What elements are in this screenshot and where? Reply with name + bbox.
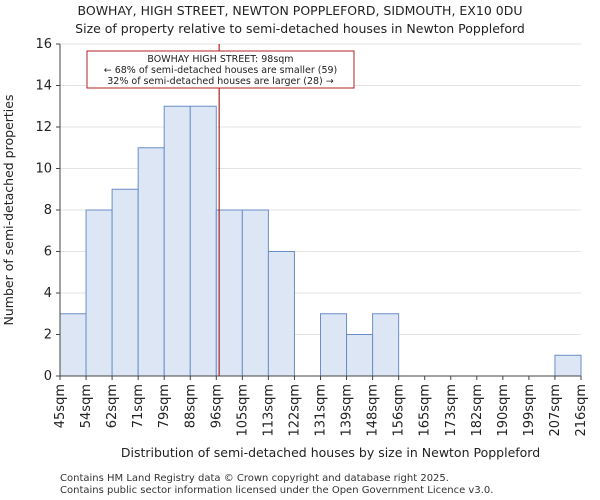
x-tick-label: 45sqm <box>53 384 68 428</box>
x-tick-label: 182sqm <box>470 384 485 437</box>
x-tick-label: 54sqm <box>79 384 94 428</box>
annotation-larger: 32% of semi-detached houses are larger (… <box>107 76 334 87</box>
histogram-bar <box>320 313 348 377</box>
histogram-bar <box>346 334 374 377</box>
histogram-bar <box>215 209 243 377</box>
x-tick-label: 199sqm <box>522 384 537 437</box>
y-tick-label: 14 <box>35 79 52 94</box>
annotation-box <box>86 50 355 89</box>
x-tick-label: 62sqm <box>105 384 120 428</box>
y-tick-label: 8 <box>44 203 52 218</box>
x-tick-label: 122sqm <box>287 384 302 437</box>
x-tick-label: 139sqm <box>340 384 355 437</box>
chart-title: BOWHAY, HIGH STREET, NEWTON POPPLEFORD, … <box>77 3 523 18</box>
x-tick-label: 216sqm <box>574 384 589 437</box>
x-tick-label: 156sqm <box>392 384 407 437</box>
x-tick-label: 88sqm <box>183 384 198 428</box>
histogram-bar <box>137 147 165 377</box>
histogram-bar <box>85 209 113 377</box>
histogram-bar <box>59 313 87 377</box>
histogram-bar <box>111 188 139 377</box>
histogram-bar <box>267 251 295 377</box>
x-tick-label: 71sqm <box>131 384 146 428</box>
histogram-bar <box>372 313 400 377</box>
x-tick-label: 165sqm <box>418 384 433 437</box>
x-tick-label: 173sqm <box>444 384 459 437</box>
y-tick-label: 12 <box>35 120 52 135</box>
histogram-bar <box>189 105 217 377</box>
annotation-smaller: ← 68% of semi-detached houses are smalle… <box>104 65 338 76</box>
histogram-bar <box>241 209 269 377</box>
x-tick-label: 148sqm <box>366 384 381 437</box>
y-tick-label: 0 <box>44 369 52 384</box>
x-tick-label: 96sqm <box>209 384 224 428</box>
x-tick-label: 113sqm <box>261 384 276 437</box>
y-tick-label: 10 <box>35 162 52 177</box>
footer-copyright: Contains HM Land Registry data © Crown c… <box>60 473 449 484</box>
footer-licence: Contains public sector information licen… <box>60 485 494 496</box>
chart-subtitle: Size of property relative to semi-detach… <box>75 21 525 36</box>
y-tick-label: 2 <box>44 328 52 343</box>
y-tick-label: 16 <box>35 37 52 52</box>
x-tick-label: 79sqm <box>157 384 172 428</box>
y-tick-label: 6 <box>44 245 52 260</box>
y-axis-title: Number of semi-detached properties <box>1 95 16 326</box>
x-tick-label: 105sqm <box>235 384 250 437</box>
x-tick-label: 207sqm <box>548 384 563 437</box>
y-tick-label: 4 <box>44 286 52 301</box>
x-axis-title: Distribution of semi-detached houses by … <box>121 445 540 460</box>
histogram-bar <box>554 354 582 377</box>
histogram-bar <box>163 105 191 377</box>
histogram-chart: 0 2 4 6 8 10 12 14 16 45sqm 54sqm 62sqm 71sqm 79sqm 88… <box>1 37 589 460</box>
x-tick-label: 190sqm <box>496 384 511 437</box>
x-tick-label: 131sqm <box>314 384 329 437</box>
annotation-title: BOWHAY HIGH STREET: 98sqm <box>147 54 293 65</box>
